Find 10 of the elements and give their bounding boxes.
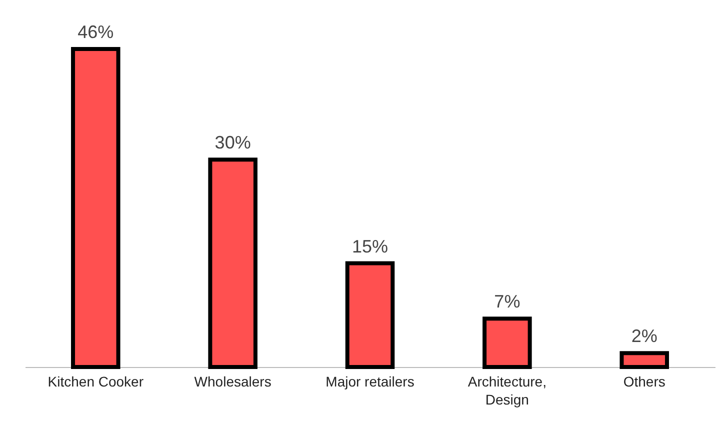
x-tick-label: Others [623, 374, 666, 390]
x-tick-label: Kitchen Cooker [48, 374, 144, 390]
data-label: 46% [78, 22, 114, 42]
data-label: 30% [214, 132, 251, 153]
x-tick-label: Architecture, Design [468, 374, 546, 408]
x-tick-label: Wholesalers [194, 374, 272, 390]
data-label: 2% [631, 326, 658, 346]
data-label: 7% [494, 292, 520, 312]
x-tick-label: Major retailers [326, 374, 414, 390]
data-label: 15% [352, 236, 388, 256]
